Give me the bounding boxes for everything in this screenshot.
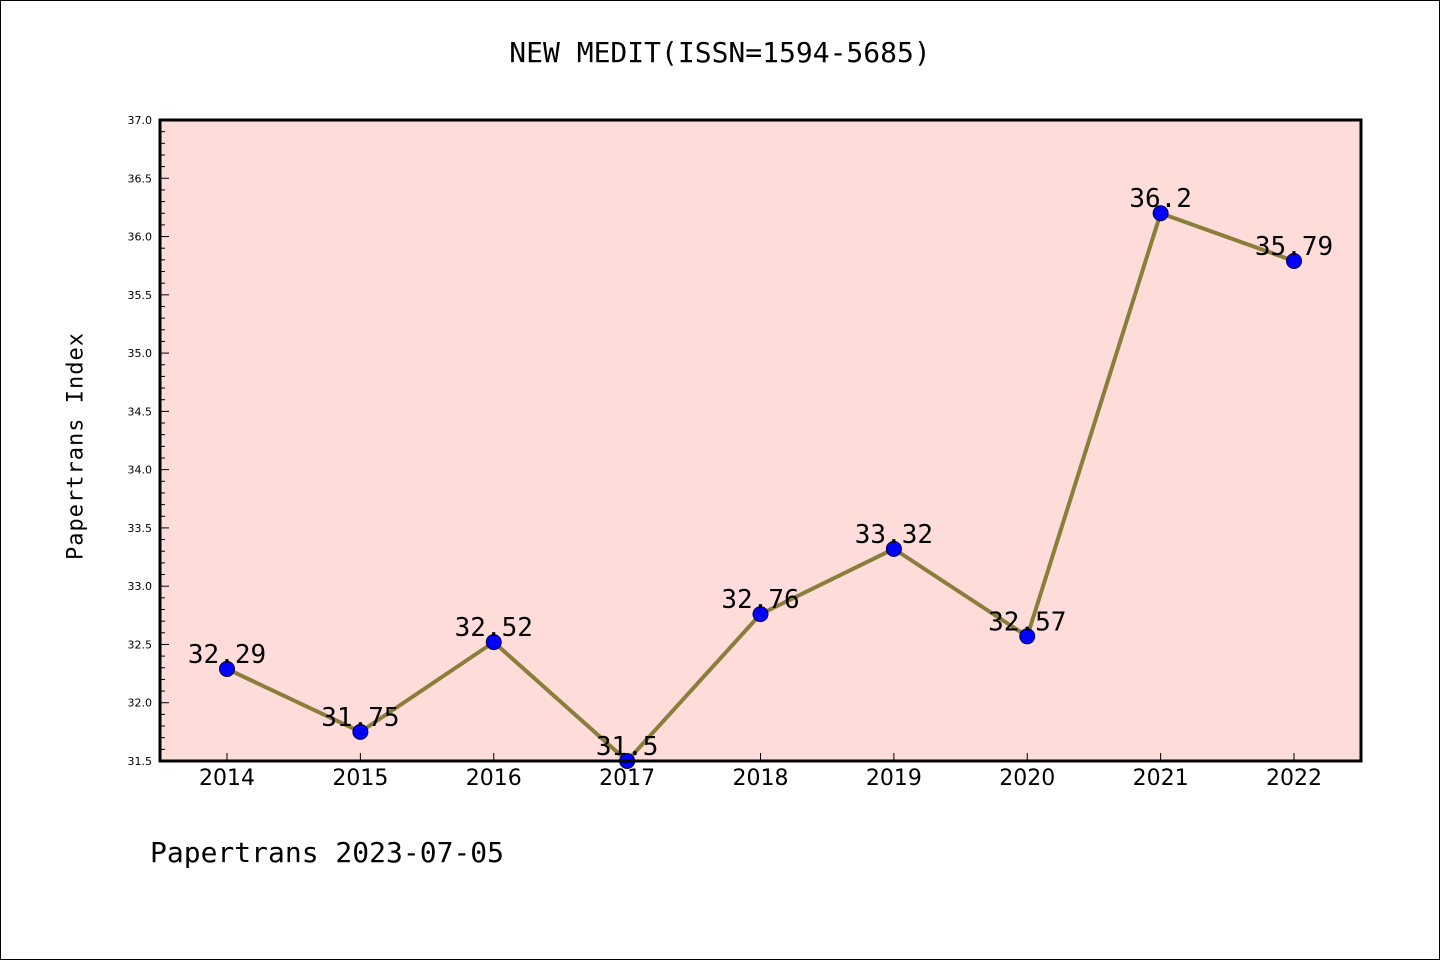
y-tick-label: 36.0 [128, 231, 153, 244]
data-label: 35.79 [1255, 232, 1333, 262]
x-tick-label: 2018 [733, 766, 789, 791]
data-point [885, 540, 902, 557]
x-tick-label: 2017 [599, 766, 655, 791]
y-tick-label: 33.5 [128, 522, 153, 535]
plot-border [158, 118, 1363, 763]
y-tick-label: 32.0 [128, 697, 153, 710]
data-point [352, 723, 369, 740]
x-tick-label: 2015 [332, 766, 388, 791]
x-tick-label: 2020 [999, 766, 1055, 791]
data-label: 36.2 [1129, 184, 1192, 214]
data-point [1019, 628, 1036, 645]
data-label: 31.5 [596, 732, 659, 762]
data-point [1286, 253, 1302, 270]
data-point [1152, 205, 1169, 222]
data-label: 32.76 [721, 585, 799, 615]
data-label: 33.32 [855, 520, 933, 550]
x-tick-label: 2019 [866, 766, 922, 791]
data-point [219, 660, 235, 677]
data-point [752, 606, 769, 623]
y-tick-label: 35.5 [128, 289, 153, 302]
data-label: 32.52 [455, 613, 533, 643]
y-tick-label: 34.5 [128, 405, 153, 418]
footer-text: Papertrans 2023-07-05 [150, 836, 505, 869]
y-tick-label: 34.0 [128, 464, 153, 477]
x-tick-label: 2014 [199, 766, 255, 791]
x-tick-label: 2016 [466, 766, 522, 791]
y-tick-label: 32.5 [128, 638, 153, 651]
data-point [485, 634, 502, 651]
y-tick-label: 31.5 [128, 755, 153, 768]
data-label: 32.57 [988, 607, 1066, 637]
y-tick-label: 36.5 [128, 172, 153, 185]
data-label: 32.29 [188, 640, 266, 670]
y-tick-label: 35.0 [128, 347, 153, 360]
data-labels-layer: 32.29 31.75 32.52 31.5 32.76 33.32 32.57 36.2 35… [188, 184, 1333, 762]
x-tick-label: 2021 [1133, 766, 1189, 791]
data-label: 31.75 [321, 703, 399, 733]
plot-area [160, 120, 1361, 761]
x-tick-label: 2022 [1266, 766, 1322, 791]
x-axis-ticks: 2014 2015 2016 2017 2018 2019 2020 2021 2022 [199, 753, 1322, 791]
y-tick-label: 33.0 [128, 580, 153, 593]
y-tick-label: 37.0 [128, 114, 153, 127]
chart-title: NEW MEDIT(ISSN=1594-5685) [509, 36, 931, 69]
